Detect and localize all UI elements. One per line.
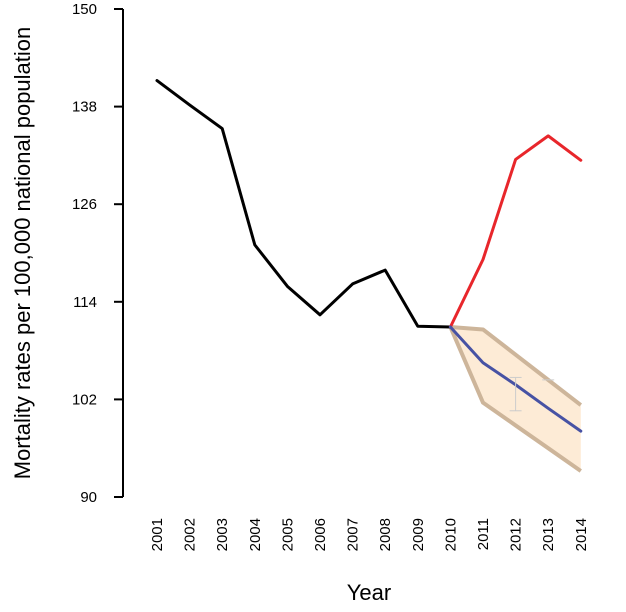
x-tick-label: 2013 <box>540 518 557 551</box>
x-tick-label: 2002 <box>182 518 199 551</box>
x-axis-title: Year <box>347 580 391 605</box>
error-bar-2012 <box>509 376 522 412</box>
y-ticks-layer: 90 102 114 126 138 150 <box>72 1 123 506</box>
x-tick-label: 2007 <box>345 518 362 551</box>
x-tick-label: 2009 <box>410 518 427 551</box>
error-bars-layer <box>509 376 555 412</box>
y-tick-label: 150 <box>72 1 97 18</box>
y-tick-label: 126 <box>72 196 97 213</box>
y-tick-label: 90 <box>80 489 97 506</box>
x-tick-label: 2011 <box>475 518 492 550</box>
x-tick-label: 2004 <box>247 518 264 551</box>
x-tick-label: 2012 <box>508 518 525 551</box>
x-tick-label: 2010 <box>442 518 459 551</box>
y-tick-label: 138 <box>72 99 97 116</box>
series-line-1 <box>448 134 583 329</box>
x-ticks-layer: 2001 2002 2003 2004 2005 2006 2007 2008 2009 2010… <box>149 518 590 551</box>
y-axis-title: Mortality rates per 100,000 national pop… <box>10 27 35 480</box>
x-tick-label: 2003 <box>214 518 231 551</box>
projection-band-lower-line <box>448 326 582 473</box>
y-tick-label: 102 <box>72 391 97 408</box>
projection-band-upper-line <box>450 325 583 407</box>
x-tick-label: 2008 <box>377 518 394 551</box>
series-line-0 <box>155 79 452 329</box>
x-tick-label: 2006 <box>312 518 329 551</box>
y-tick-label: 114 <box>73 294 97 311</box>
x-tick-label: 2001 <box>149 518 166 551</box>
x-tick-label: 2014 <box>573 518 590 551</box>
x-tick-label: 2005 <box>279 518 296 551</box>
